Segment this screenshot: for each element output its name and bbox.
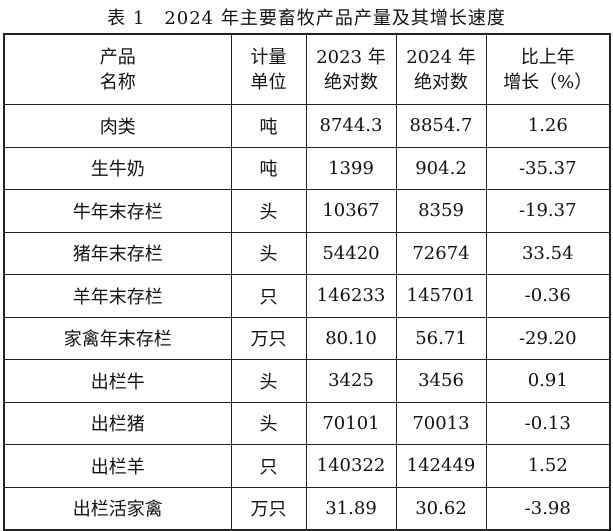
header-line: 计量 bbox=[250, 46, 287, 68]
table-cell: 吨 bbox=[230, 104, 307, 148]
table-cell: -3.98 bbox=[485, 486, 611, 531]
table-cell: 31.89 bbox=[305, 486, 397, 531]
table-row: 出栏活家禽 万只 31.89 30.62 -3.98 bbox=[3, 486, 611, 531]
header-cell: 比上年增长（%） bbox=[485, 33, 611, 105]
data-table: 产品 名称 计量 单位 2023 年绝对数 2024 年绝对数 比上年 增长（%） 肉类吨 87… bbox=[3, 33, 611, 531]
table-cell: 只 bbox=[230, 444, 307, 488]
header-cell: 产品 名称 bbox=[3, 33, 232, 105]
header-row: 产品 名称 计量 单位 2023 年绝对数 2024 年绝对数 比上年 增长（%） bbox=[3, 33, 611, 105]
header-cell: 2023 年绝对数 bbox=[305, 33, 397, 105]
table-cell: 头 bbox=[230, 189, 307, 233]
header-line: 增长（%） bbox=[503, 71, 593, 93]
table-row: 肉类吨 8744.3 8854.7 1.26 bbox=[3, 104, 611, 148]
table-cell: 10367 bbox=[305, 189, 397, 233]
table-cell: 3425 bbox=[305, 359, 397, 403]
header-line: 2024 年 bbox=[406, 46, 476, 68]
header-line: 绝对数 bbox=[414, 71, 468, 93]
table-cell: 30.62 bbox=[395, 486, 487, 531]
table-cell: 万只 bbox=[230, 316, 307, 360]
table-cell: 0.91 bbox=[485, 359, 611, 403]
header-line: 绝对数 bbox=[324, 71, 378, 93]
table-cell: 8359 bbox=[395, 189, 487, 233]
table-cell: 904.2 bbox=[395, 146, 487, 190]
table-title: 表 1 2024 年主要畜牧产品产量及其增长速度 bbox=[107, 8, 506, 29]
header-cell: 计量 单位 bbox=[230, 33, 307, 105]
table-cell: 1399 bbox=[305, 146, 397, 190]
table-cell: 8744.3 bbox=[305, 104, 397, 148]
table-body: 肉类吨 8744.3 8854.7 1.26 生牛奶吨 1399 904.2 -35.37 牛年… bbox=[3, 104, 611, 531]
table-cell: 万只 bbox=[230, 486, 307, 531]
table-cell: 出栏羊 bbox=[3, 444, 232, 488]
table-cell: 出栏活家禽 bbox=[3, 486, 232, 531]
table-row: 羊年末存栏只 146233 145701 -0.36 bbox=[3, 274, 611, 318]
header-line: 2023 年 bbox=[316, 46, 386, 68]
table-row: 生牛奶吨 1399 904.2 -35.37 bbox=[3, 146, 611, 190]
table-cell: -0.36 bbox=[485, 274, 611, 318]
table-cell: 72674 bbox=[395, 231, 487, 275]
table-row: 出栏羊只 140322 142449 1.52 bbox=[3, 444, 611, 488]
table-cell: 1.26 bbox=[485, 104, 611, 148]
table-cell: 142449 bbox=[395, 444, 487, 488]
table-cell: 羊年末存栏 bbox=[3, 274, 232, 318]
header-line: 产品 bbox=[99, 46, 136, 68]
table-row: 家禽年末存栏 万只 80.10 56.71 -29.20 bbox=[3, 316, 611, 360]
table-cell: 3456 bbox=[395, 359, 487, 403]
table-cell: 146233 bbox=[305, 274, 397, 318]
table-cell: 头 bbox=[230, 359, 307, 403]
table-cell: 头 bbox=[230, 231, 307, 275]
table-cell: 70101 bbox=[305, 401, 397, 445]
table-cell: 生牛奶 bbox=[3, 146, 232, 190]
table-cell: 140322 bbox=[305, 444, 397, 488]
table-cell: 70013 bbox=[395, 401, 487, 445]
table-cell: 出栏牛 bbox=[3, 359, 232, 403]
table-cell: -19.37 bbox=[485, 189, 611, 233]
table-cell: 56.71 bbox=[395, 316, 487, 360]
table-cell: 猪年末存栏 bbox=[3, 231, 232, 275]
table-cell: 吨 bbox=[230, 146, 307, 190]
table-cell: 33.54 bbox=[485, 231, 611, 275]
table-cell: 145701 bbox=[395, 274, 487, 318]
table-row: 猪年末存栏头 54420 72674 33.54 bbox=[3, 231, 611, 275]
table-cell: -0.13 bbox=[485, 401, 611, 445]
table-cell: 牛年末存栏 bbox=[3, 189, 232, 233]
table-cell: 家禽年末存栏 bbox=[3, 316, 232, 360]
table-cell: 出栏猪 bbox=[3, 401, 232, 445]
header-line: 比上年 bbox=[520, 46, 575, 68]
table-cell: 8854.7 bbox=[395, 104, 487, 148]
table-cell: -35.37 bbox=[485, 146, 611, 190]
table-cell: 头 bbox=[230, 401, 307, 445]
table-row: 出栏猪头 70101 70013 -0.13 bbox=[3, 401, 611, 445]
header-line: 名称 bbox=[99, 71, 136, 93]
table-cell: 54420 bbox=[305, 231, 397, 275]
table-row: 出栏牛头 3425 3456 0.91 bbox=[3, 359, 611, 403]
header-cell: 2024 年绝对数 bbox=[395, 33, 487, 105]
header-line: 单位 bbox=[250, 71, 287, 93]
table-row: 牛年末存栏头 10367 8359 -19.37 bbox=[3, 189, 611, 233]
table-cell: 只 bbox=[230, 274, 307, 318]
table-cell: 1.52 bbox=[485, 444, 611, 488]
table-cell: 肉类 bbox=[3, 104, 232, 148]
table-cell: -29.20 bbox=[485, 316, 611, 360]
table-cell: 80.10 bbox=[305, 316, 397, 360]
